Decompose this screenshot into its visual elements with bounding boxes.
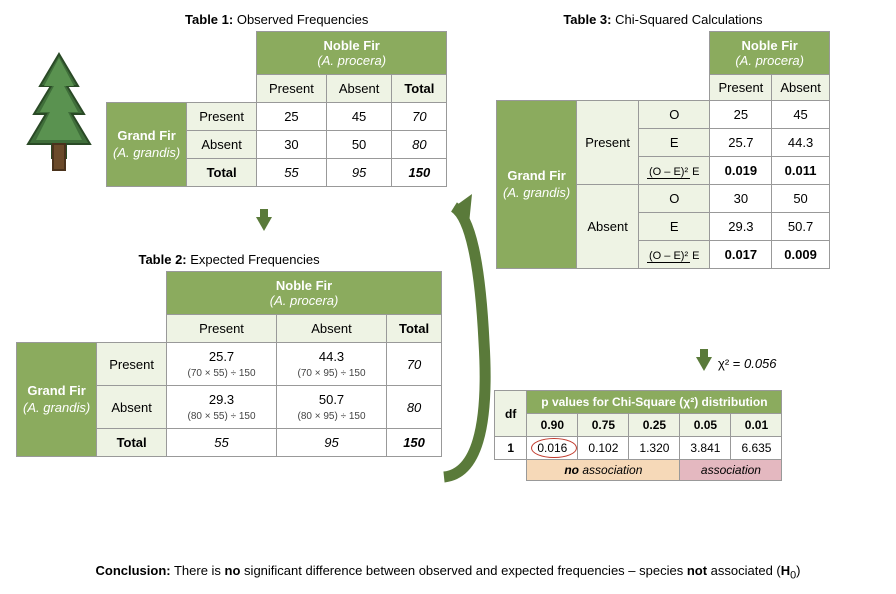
chi-squared-value: χ² = 0.056 bbox=[718, 356, 777, 371]
circled-value: 0.016 bbox=[537, 441, 567, 455]
table2-block: Table 2: Expected Frequencies Noble Fir(… bbox=[16, 252, 442, 457]
table1-title: Table 1: Observed Frequencies bbox=[106, 12, 447, 27]
table3-col-header: Noble Fir(A. procera) bbox=[710, 32, 829, 75]
arrow-3-icon bbox=[696, 357, 712, 371]
no-association-label: no association bbox=[527, 460, 680, 481]
table4: df p values for Chi-Square (χ²) distribu… bbox=[494, 390, 782, 481]
conclusion-text: Conclusion: There is no significant diff… bbox=[16, 563, 880, 582]
table1-block: Table 1: Observed Frequencies Noble Fir(… bbox=[106, 12, 447, 187]
table2: Noble Fir(A. procera) Present Absent Tot… bbox=[16, 271, 442, 457]
table2-row-header: Grand Fir(A. grandis) bbox=[17, 343, 97, 457]
table1-row-header: Grand Fir(A. grandis) bbox=[107, 103, 187, 187]
table1: Noble Fir(A. procera) Present Absent Tot… bbox=[106, 31, 447, 187]
association-label: association bbox=[680, 460, 782, 481]
arrow-1-icon bbox=[256, 217, 272, 231]
table3-block: Table 3: Chi-Squared Calculations Noble … bbox=[496, 12, 830, 269]
table3: Noble Fir(A. procera) Present Absent Gra… bbox=[496, 31, 830, 269]
table4-header: p values for Chi-Square (χ²) distributio… bbox=[527, 391, 782, 414]
table4-block: df p values for Chi-Square (χ²) distribu… bbox=[494, 390, 782, 481]
table2-col-header: Noble Fir(A. procera) bbox=[167, 272, 442, 315]
table3-row-header: Grand Fir(A. grandis) bbox=[497, 101, 577, 269]
table3-title: Table 3: Chi-Squared Calculations bbox=[496, 12, 830, 27]
table2-title: Table 2: Expected Frequencies bbox=[16, 252, 442, 267]
table1-col-header: Noble Fir(A. procera) bbox=[257, 32, 447, 75]
fir-tree-icon bbox=[20, 50, 98, 190]
